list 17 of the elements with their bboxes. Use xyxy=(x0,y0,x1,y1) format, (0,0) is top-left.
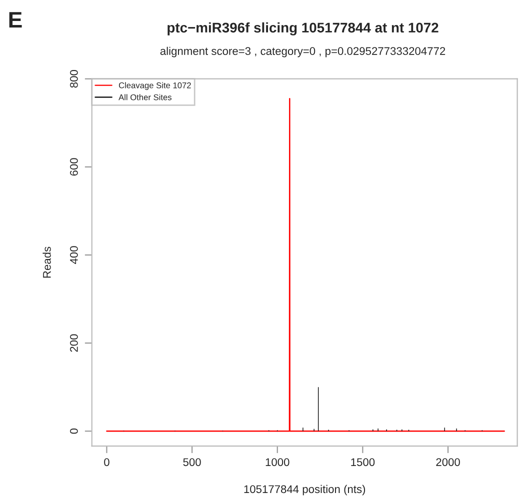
x-tick-label: 1000 xyxy=(266,458,290,466)
y-tick-label: 400 xyxy=(70,246,78,264)
x-tick-label: 0 xyxy=(104,458,110,466)
legend-label: Cleavage Site 1072 xyxy=(118,82,191,90)
x-tick-label: 1500 xyxy=(351,458,375,466)
x-axis-title: 105177844 position (nts) xyxy=(244,484,366,496)
y-tick-label: 200 xyxy=(70,334,78,352)
chart-title: ptc−miR396f slicing 105177844 at nt 1072 xyxy=(168,22,438,36)
y-tick-label: 600 xyxy=(70,158,78,176)
x-tick-label: 2000 xyxy=(436,458,460,466)
chart-subtitle: alignment score=3 , category=0 , p=0.0295277333204772 xyxy=(160,46,446,58)
y-tick-label: 800 xyxy=(70,70,78,88)
y-axis-title: Reads xyxy=(42,246,51,278)
text: E xyxy=(9,12,22,28)
x-tick-label: 500 xyxy=(183,458,201,466)
legend-label: All Other Sites xyxy=(118,94,172,100)
y-tick-label: 0 xyxy=(70,428,78,434)
